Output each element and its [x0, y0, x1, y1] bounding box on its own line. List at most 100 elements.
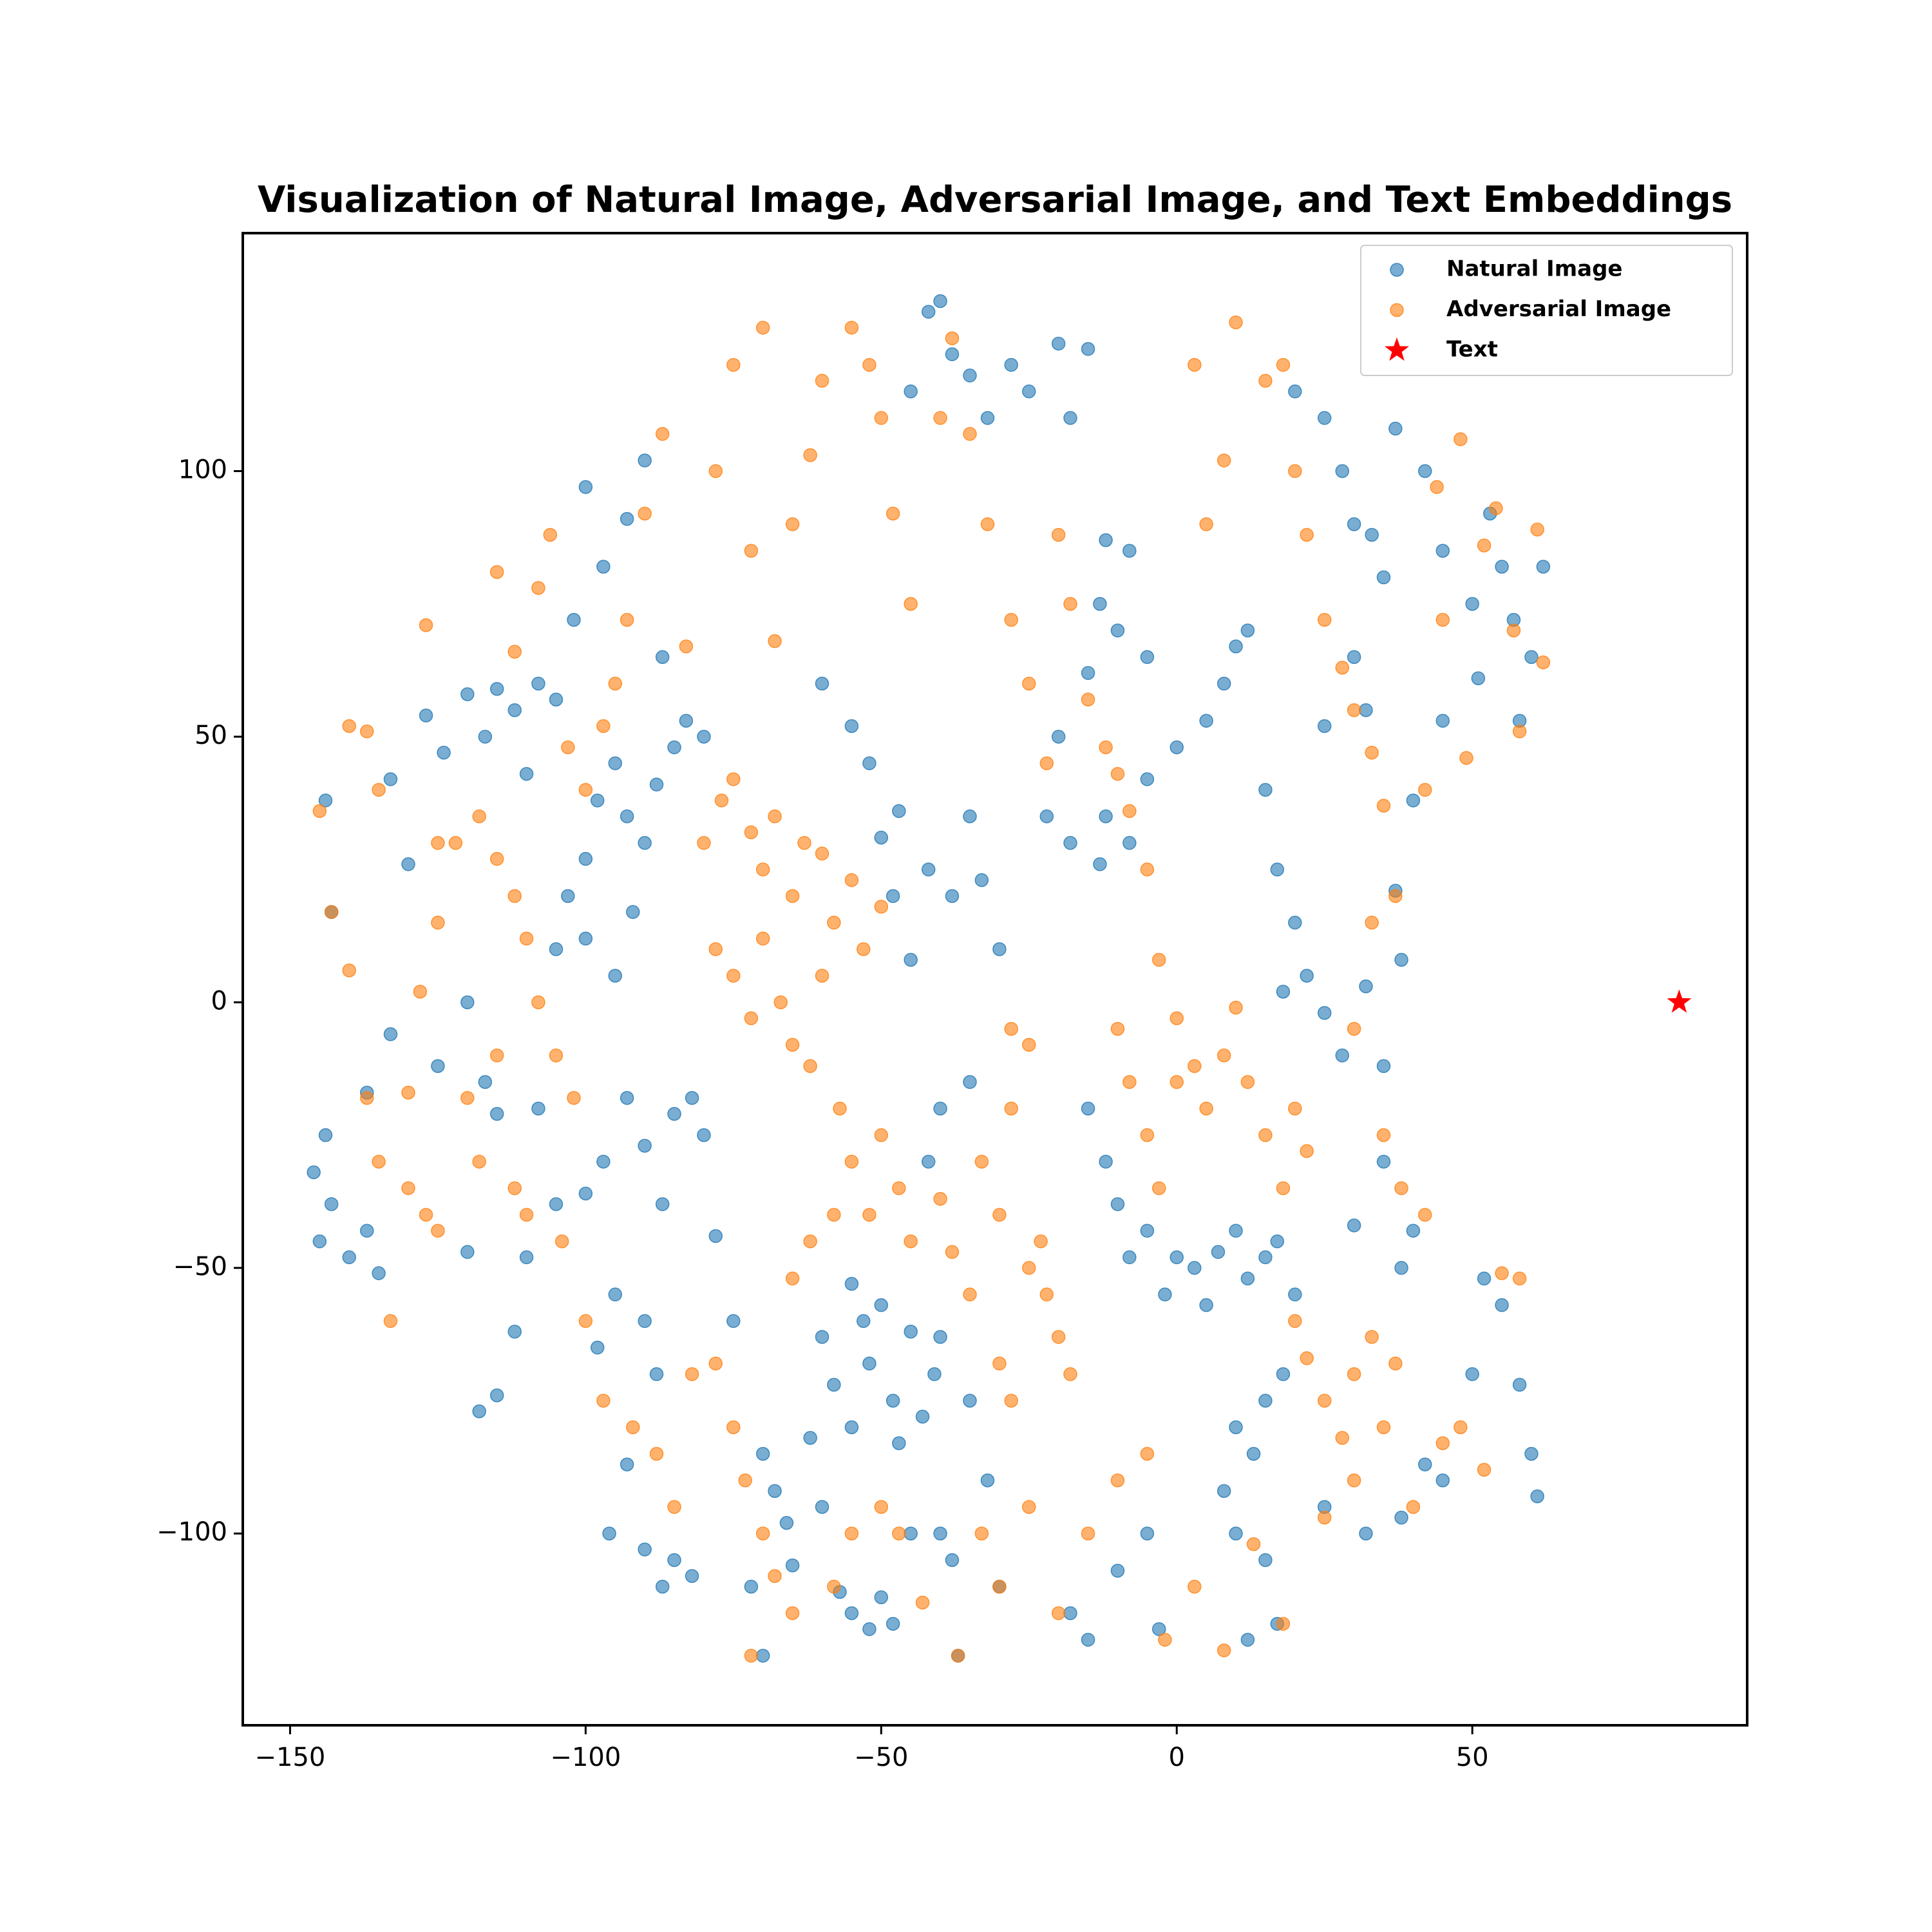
- point: [904, 384, 918, 399]
- point: [1376, 799, 1391, 813]
- point: [974, 873, 989, 887]
- point: [655, 1579, 670, 1594]
- point: [1063, 411, 1077, 425]
- point: [1063, 1367, 1077, 1381]
- point: [1240, 1075, 1255, 1089]
- point: [602, 1526, 616, 1540]
- point: [927, 1367, 942, 1381]
- point: [489, 1106, 504, 1121]
- point: [844, 321, 859, 335]
- legend-label: Adversarial Image: [1446, 296, 1671, 322]
- point: [1288, 464, 1302, 478]
- point: [892, 804, 906, 819]
- point: [773, 995, 788, 1010]
- point: [1099, 809, 1113, 824]
- point: [638, 1139, 652, 1153]
- point: [1347, 1367, 1361, 1381]
- point: [507, 703, 522, 717]
- point: [360, 724, 374, 739]
- point: [1051, 730, 1066, 744]
- point: [1288, 384, 1302, 399]
- point: [1276, 1616, 1291, 1631]
- point: [1388, 889, 1403, 904]
- point: [472, 1404, 486, 1419]
- point: [1199, 1101, 1213, 1116]
- point: [1376, 1128, 1391, 1142]
- point: [1418, 464, 1432, 478]
- point: [519, 1208, 534, 1222]
- point: [1170, 1011, 1184, 1025]
- point: [1317, 1510, 1332, 1525]
- point: [1288, 915, 1302, 930]
- point: [519, 1250, 534, 1265]
- point: [460, 1091, 475, 1105]
- point: [1022, 1500, 1036, 1514]
- point: [1199, 517, 1213, 531]
- point: [596, 1155, 611, 1169]
- point: [554, 1234, 569, 1249]
- point: [904, 1325, 918, 1339]
- point: [1300, 1351, 1314, 1365]
- point: [1122, 1075, 1137, 1089]
- point: [1512, 724, 1527, 739]
- point: [1276, 1367, 1291, 1381]
- point: [1099, 1155, 1113, 1169]
- point: [755, 1649, 770, 1663]
- point: [1081, 1526, 1095, 1540]
- point: [1335, 1048, 1350, 1063]
- point: [679, 714, 694, 728]
- point: [886, 1616, 900, 1631]
- point: [1388, 421, 1403, 436]
- point: [874, 1500, 889, 1514]
- point: [768, 1484, 782, 1498]
- point: [507, 1325, 522, 1339]
- point: [578, 931, 593, 946]
- point: [1140, 1128, 1155, 1142]
- point: [638, 453, 652, 468]
- point: [531, 581, 545, 595]
- point: [744, 825, 759, 840]
- point: [1465, 596, 1479, 611]
- point: [401, 1085, 415, 1100]
- point: [578, 1186, 593, 1201]
- point: [478, 1075, 493, 1089]
- point: [596, 1394, 611, 1408]
- point: [1199, 1298, 1213, 1312]
- point: [1347, 1473, 1361, 1488]
- point: [638, 836, 652, 850]
- point: [460, 995, 475, 1010]
- star-point: [1385, 337, 1409, 361]
- point: [1158, 1287, 1172, 1302]
- point: [892, 1526, 906, 1540]
- point: [578, 782, 593, 797]
- point: [974, 1155, 989, 1169]
- point: [1317, 612, 1332, 627]
- point: [874, 1128, 889, 1142]
- point: [655, 1197, 670, 1211]
- point: [543, 527, 558, 542]
- point: [892, 1181, 906, 1195]
- point: [360, 1224, 374, 1238]
- point: [1388, 1356, 1403, 1371]
- point: [1477, 538, 1492, 553]
- point: [1122, 544, 1137, 558]
- point: [874, 1298, 889, 1312]
- point: [685, 1569, 699, 1583]
- point: [1418, 1208, 1432, 1222]
- point: [1039, 1287, 1054, 1302]
- point: [1229, 315, 1243, 330]
- point: [862, 1622, 876, 1636]
- point: [1110, 1021, 1125, 1036]
- point: [915, 1410, 930, 1424]
- point: [815, 1500, 829, 1514]
- point: [383, 1027, 398, 1041]
- point: [307, 1165, 321, 1180]
- point: [963, 809, 977, 824]
- point: [401, 857, 415, 871]
- point: [590, 1340, 605, 1355]
- point: [1099, 533, 1113, 547]
- point: [921, 1155, 936, 1169]
- point: [372, 782, 386, 797]
- point: [372, 1155, 386, 1169]
- point: [1240, 623, 1255, 638]
